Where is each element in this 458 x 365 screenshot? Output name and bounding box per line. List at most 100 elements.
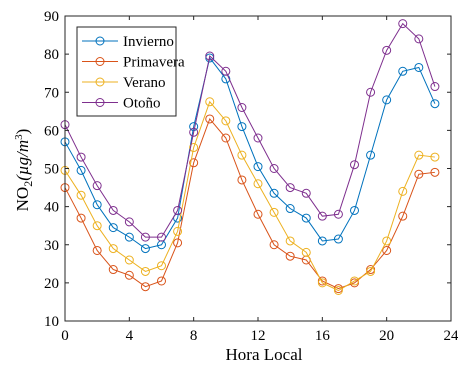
data-point — [253, 209, 263, 219]
data-point — [157, 276, 166, 286]
legend: Invierno Primavera Verano Otoño — [76, 26, 185, 117]
data-point — [140, 266, 150, 276]
data-point — [189, 127, 199, 137]
data-point — [398, 19, 408, 29]
data-point — [92, 221, 102, 231]
data-point — [253, 133, 263, 143]
y-tick-label: 40 — [44, 200, 59, 216]
data-point — [398, 211, 408, 221]
data-point — [285, 204, 295, 214]
data-point — [140, 282, 150, 292]
data-point — [285, 183, 295, 193]
series-line — [64, 22, 436, 238]
data-point — [124, 255, 134, 265]
data-point — [382, 236, 392, 246]
y-axis-label-unit-close: ) — [13, 129, 32, 135]
y-tick-label: 80 — [44, 47, 59, 63]
data-point — [430, 167, 440, 177]
legend-entry-invierno: Invierno — [82, 34, 174, 50]
data-point — [430, 99, 440, 109]
data-point — [317, 236, 327, 246]
legend-entry-oto-o: Otoño — [82, 96, 161, 112]
data-point — [221, 116, 231, 126]
data-point — [157, 261, 166, 271]
y-tick-label: 50 — [44, 162, 59, 178]
data-point — [301, 247, 311, 257]
x-tick-label: 20 — [379, 328, 394, 344]
legend-label: Primavera — [123, 55, 185, 71]
series-line — [64, 117, 435, 290]
data-point — [76, 152, 86, 162]
data-point — [350, 276, 359, 286]
x-tick-label: 24 — [444, 328, 458, 344]
data-point — [414, 62, 424, 72]
data-point — [140, 244, 150, 254]
y-tick-label: 60 — [44, 123, 59, 139]
y-tick-label: 30 — [44, 238, 59, 254]
x-axis-label: Hora Local — [226, 345, 303, 364]
data-point — [285, 251, 295, 261]
data-point — [253, 179, 263, 189]
data-point — [237, 175, 247, 185]
legend-box — [76, 26, 177, 117]
data-point — [124, 232, 134, 242]
x-tick-label: 0 — [61, 328, 69, 344]
y-axis-label-main: NO — [13, 187, 32, 212]
data-point — [173, 226, 183, 236]
data-point — [173, 238, 183, 248]
data-point — [108, 223, 118, 233]
data-point — [221, 66, 231, 76]
data-point — [237, 103, 247, 112]
data-point — [92, 200, 102, 210]
data-point — [124, 217, 134, 227]
data-point — [398, 186, 408, 196]
series-layer — [60, 19, 440, 295]
data-point — [317, 278, 327, 288]
axis-layer: 0 4 8 12 16 20 24 10 20 30 40 50 60 70 80 90 — [44, 9, 458, 344]
series-line — [64, 56, 436, 250]
x-tick-label: 16 — [315, 328, 331, 344]
data-point — [189, 143, 199, 153]
data-point — [76, 190, 86, 200]
legend-marker — [95, 57, 105, 66]
data-point — [269, 240, 279, 250]
legend-entry-primavera: Primavera — [82, 55, 185, 71]
data-point — [430, 82, 440, 92]
data-point — [366, 150, 376, 160]
data-point — [76, 213, 86, 223]
y-axis-label: NO2(µg/m3) — [13, 129, 35, 212]
data-point — [237, 150, 247, 160]
data-point — [237, 122, 247, 132]
data-point — [76, 165, 86, 175]
data-point — [382, 245, 392, 255]
data-point — [350, 160, 359, 170]
data-point — [350, 205, 359, 215]
data-point — [414, 150, 424, 160]
data-point — [285, 236, 295, 246]
data-point — [333, 286, 343, 295]
data-point — [205, 114, 215, 124]
data-point — [92, 245, 102, 255]
data-point — [317, 211, 327, 221]
y-axis-label-sub: 2 — [21, 181, 35, 187]
data-point — [173, 205, 183, 215]
series-oto-o — [60, 19, 440, 242]
data-point — [269, 207, 279, 217]
y-axis-label-unit-sup: 3 — [13, 134, 25, 140]
y-tick-label: 10 — [44, 314, 59, 330]
data-point — [253, 162, 263, 172]
data-point — [221, 133, 231, 143]
legend-label: Otoño — [123, 96, 161, 112]
data-point — [398, 66, 408, 76]
series-line — [64, 100, 435, 292]
y-tick-label: 20 — [44, 276, 59, 292]
x-tick-label: 8 — [190, 328, 198, 344]
data-point — [140, 232, 150, 242]
x-tick-label: 12 — [251, 328, 266, 344]
data-point — [108, 244, 118, 254]
data-point — [382, 95, 392, 105]
data-point — [414, 34, 424, 44]
data-point — [333, 234, 343, 244]
y-tick-label: 90 — [44, 9, 59, 25]
